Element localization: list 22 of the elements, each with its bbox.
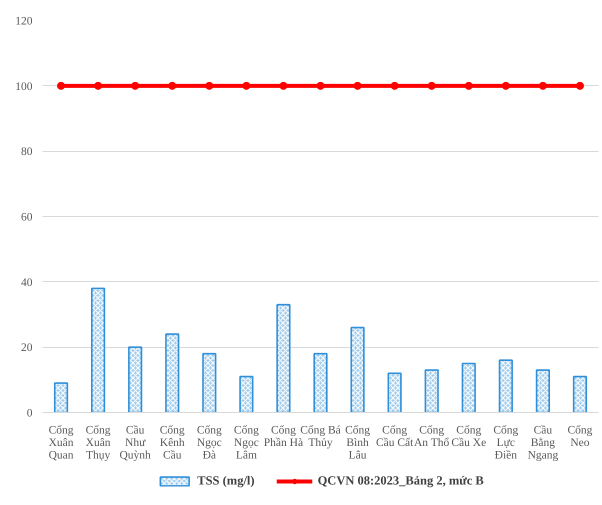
x-tick-label: Cống Cầu Xe — [451, 424, 486, 450]
y-tick-label: 100 — [15, 80, 33, 93]
y-tick-label: 40 — [21, 276, 33, 289]
x-tick-label: Cầu Bằng Ngang — [528, 424, 558, 462]
x-tick-label: Cống Xuân Quan — [48, 424, 74, 462]
y-tick-label: 20 — [21, 342, 33, 354]
x-tick-label: Cống Cầu Cất — [376, 424, 414, 450]
y-tick-label: 0 — [26, 408, 33, 420]
x-tick-label: Cống Ngọc Đà — [196, 424, 222, 462]
y-tick-label: 60 — [21, 212, 33, 224]
x-tick-label: Cống Neo — [568, 424, 593, 450]
x-tick-label: Cống Ngọc Lâm — [234, 424, 260, 462]
x-tick-label: Cống Kênh Cầu — [160, 424, 185, 462]
x-tick-label: Cống Xuân Thụy — [86, 424, 111, 462]
y-tick-label: 120 — [15, 16, 33, 28]
legend-label: QCVN 08:2023_Bảng 2, mức B — [318, 474, 484, 488]
x-tick-label: Cống Lực Điền — [493, 424, 519, 462]
legend-label: TSS (mg/l) — [197, 474, 255, 488]
x-tick-label: Cống Bình Lâu — [345, 424, 370, 462]
x-tick-label: Cống An Thổ — [414, 424, 450, 450]
y-tick-label: 80 — [21, 146, 33, 158]
x-tick-label: Cầu Như Quỳnh — [120, 424, 152, 462]
